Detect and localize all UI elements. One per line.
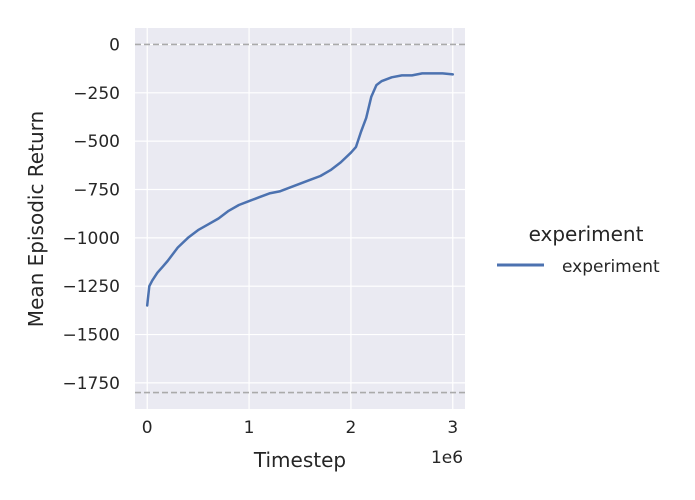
x-tick-label-3: 3: [447, 418, 458, 438]
y-tick-label-3: −750: [73, 180, 120, 200]
x-axis-offset-label: 1e6: [431, 448, 463, 468]
x-tick-labels: 0 1 2 3: [142, 418, 458, 438]
legend-entry-experiment: experiment: [562, 257, 660, 277]
y-tick-label-2: −500: [73, 132, 120, 152]
x-tick-label-1: 1: [244, 418, 255, 438]
reference-lines: [135, 43, 465, 394]
series-layer: [145, 72, 455, 307]
y-tick-label-6: −1500: [62, 326, 120, 346]
x-tick-label-0: 0: [142, 418, 153, 438]
legend: experiment experiment: [497, 222, 660, 277]
legend-title: experiment: [529, 222, 644, 246]
y-tick-label-0: 0: [109, 35, 120, 55]
y-tick-labels: 0 −250 −500 −750 −1000 −1250 −1500 −1750: [62, 35, 120, 393]
x-tick-label-2: 2: [346, 418, 357, 438]
y-tick-label-4: −1000: [62, 229, 120, 249]
y-axis-title: Mean Episodic Return: [24, 111, 48, 327]
y-tick-label-5: −1250: [62, 277, 120, 297]
series-line-0: [145, 72, 455, 307]
x-axis-title: Timestep: [253, 448, 346, 472]
y-tick-label-7: −1750: [62, 374, 120, 394]
plot-background: [135, 28, 465, 409]
y-tick-label-1: −250: [73, 84, 120, 104]
